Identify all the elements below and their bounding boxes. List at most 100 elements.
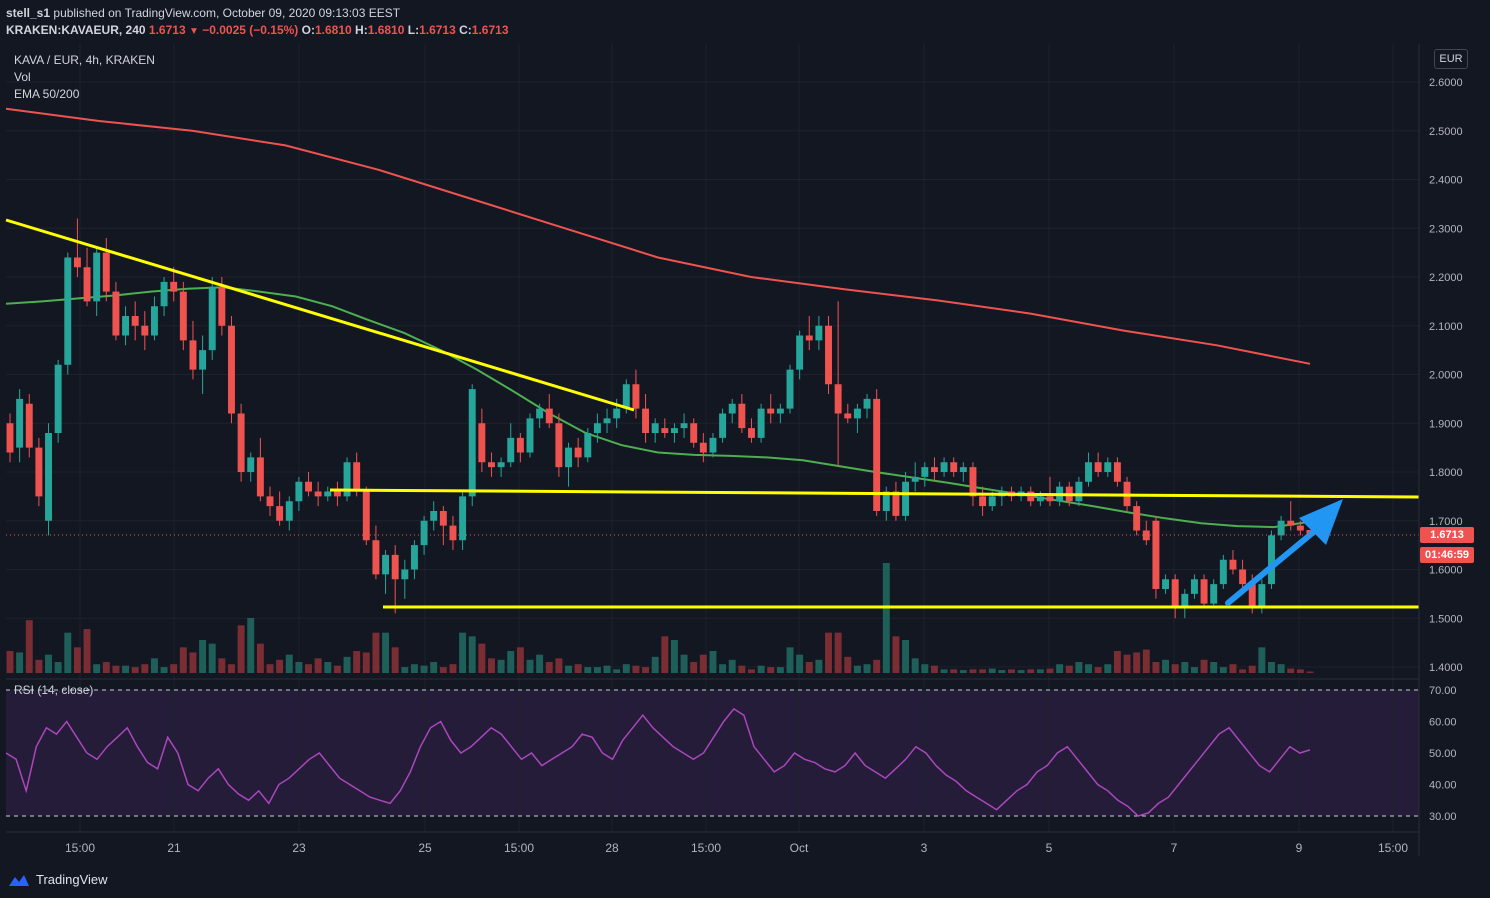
time-axis[interactable]: 15:00 21 23 25 15:00 28 15:00 Oct 3 5 7 9 15:00 xyxy=(65,841,1408,855)
descending-trendline[interactable] xyxy=(5,218,635,412)
volume-bar xyxy=(83,629,91,673)
candle-body xyxy=(208,286,216,351)
volume-bar xyxy=(825,632,832,673)
candle-body xyxy=(815,325,823,341)
candle-body xyxy=(680,423,688,429)
candle-body xyxy=(1104,462,1112,472)
time-tick-label: 15:00 xyxy=(65,841,95,855)
legend-rsi[interactable]: RSI (14, close) xyxy=(14,683,94,697)
volume-bar xyxy=(478,643,486,673)
candle-body xyxy=(825,325,832,385)
volume-bar xyxy=(199,640,207,673)
volume-bar xyxy=(401,667,409,673)
volume-bar xyxy=(565,665,572,673)
candle-body xyxy=(122,316,130,336)
tradingview-icon xyxy=(9,874,29,886)
candle-body xyxy=(1181,593,1189,609)
volume-bar xyxy=(574,664,582,673)
volume-bar xyxy=(661,636,669,673)
rsi-line xyxy=(5,707,1311,817)
rsi-tick-label: 70.00 xyxy=(1429,685,1457,697)
volume-bar xyxy=(45,654,52,673)
volume-bar xyxy=(160,667,168,673)
candle-body xyxy=(372,540,380,575)
candle-body xyxy=(256,457,264,497)
candle-body xyxy=(969,467,977,497)
volume-bar xyxy=(555,658,563,673)
candle-body xyxy=(565,447,572,468)
resistance-line[interactable] xyxy=(329,488,1420,499)
volume-bar xyxy=(256,643,264,673)
volume-bar xyxy=(6,651,14,673)
publisher-name[interactable]: stell_s1 xyxy=(6,6,51,20)
volume-bar xyxy=(959,670,967,673)
price-tick-label: 2.4000 xyxy=(1429,175,1463,187)
volume-bar xyxy=(1017,670,1025,673)
arrow-icon[interactable] xyxy=(1225,499,1343,606)
volume-bar xyxy=(372,632,380,673)
price-tick-label: 1.5000 xyxy=(1429,613,1463,625)
high-label: H: xyxy=(355,23,368,37)
time-tick-label: 15:00 xyxy=(691,841,721,855)
candle-body xyxy=(738,403,746,429)
volume-bar xyxy=(439,667,447,673)
publish-text: published on TradingView.com, October 09… xyxy=(53,6,401,20)
volume-bar xyxy=(430,662,438,673)
volume-bar xyxy=(170,664,178,673)
time-tick-label: 5 xyxy=(1046,841,1053,855)
close-label: C: xyxy=(459,23,472,37)
volume-bar xyxy=(921,664,929,673)
volume-bar xyxy=(228,664,235,673)
candle-body xyxy=(468,389,476,497)
time-tick-label: Oct xyxy=(790,841,809,855)
volume-bar xyxy=(1229,664,1237,673)
volume-bar xyxy=(266,664,274,673)
candle-body xyxy=(555,423,563,468)
volume-bar xyxy=(998,670,1006,673)
candle-body xyxy=(478,423,486,463)
currency-button[interactable]: EUR xyxy=(1434,49,1468,69)
candle-body xyxy=(584,433,592,458)
candle-body xyxy=(709,437,717,453)
time-tick-label: 15:00 xyxy=(1378,841,1408,855)
candle-body xyxy=(1248,584,1256,609)
volume-bar xyxy=(844,656,852,673)
legend-volume[interactable]: Vol xyxy=(14,70,31,84)
candle-body xyxy=(1133,506,1141,531)
volume-bar xyxy=(940,669,948,673)
time-tick-label: 3 xyxy=(921,841,928,855)
legend-ema[interactable]: EMA 50/200 xyxy=(14,87,80,101)
price-tick-label: 2.2000 xyxy=(1429,272,1463,284)
volume-bar xyxy=(449,664,457,673)
candle-body xyxy=(796,335,804,370)
volume-bar xyxy=(343,656,351,673)
legend-title: KAVA / EUR, 4h, KRAKEN xyxy=(14,53,155,67)
candle-body xyxy=(73,257,81,268)
volume-bar xyxy=(1113,651,1121,673)
volume-bar xyxy=(459,632,467,673)
time-tick-label: 9 xyxy=(1296,841,1303,855)
volume-bar xyxy=(497,659,505,673)
price-axis[interactable]: 2.6000 2.5000 2.4000 2.3000 2.2000 2.1000 2.00… xyxy=(1429,77,1463,674)
time-tick-label: 21 xyxy=(167,841,181,855)
volume-bar xyxy=(54,662,62,673)
volume-bar xyxy=(950,669,958,673)
candle-body xyxy=(1046,496,1054,502)
candle-body xyxy=(179,291,187,341)
rsi-tick-label: 30.00 xyxy=(1429,811,1457,823)
drawings[interactable] xyxy=(5,218,1420,609)
candle-body xyxy=(93,252,101,302)
volume-bar xyxy=(834,632,842,673)
candle-body xyxy=(1219,559,1227,585)
volume-bar xyxy=(16,652,24,673)
volume-bar xyxy=(1277,664,1285,673)
volume-bar xyxy=(882,563,890,673)
candle-body xyxy=(228,325,235,414)
tradingview-logo[interactable]: TradingView xyxy=(8,872,108,887)
chart-canvas[interactable]: 2.6000 2.5000 2.4000 2.3000 2.2000 2.1000 2.00… xyxy=(0,0,1490,864)
countdown-tag: 01:46:59 xyxy=(1420,547,1474,563)
candle-body xyxy=(439,511,447,526)
rsi-axis[interactable]: 70.00 60.00 50.00 40.00 30.00 xyxy=(1429,685,1457,823)
volume-bar xyxy=(757,665,765,673)
candle-body xyxy=(83,267,91,302)
